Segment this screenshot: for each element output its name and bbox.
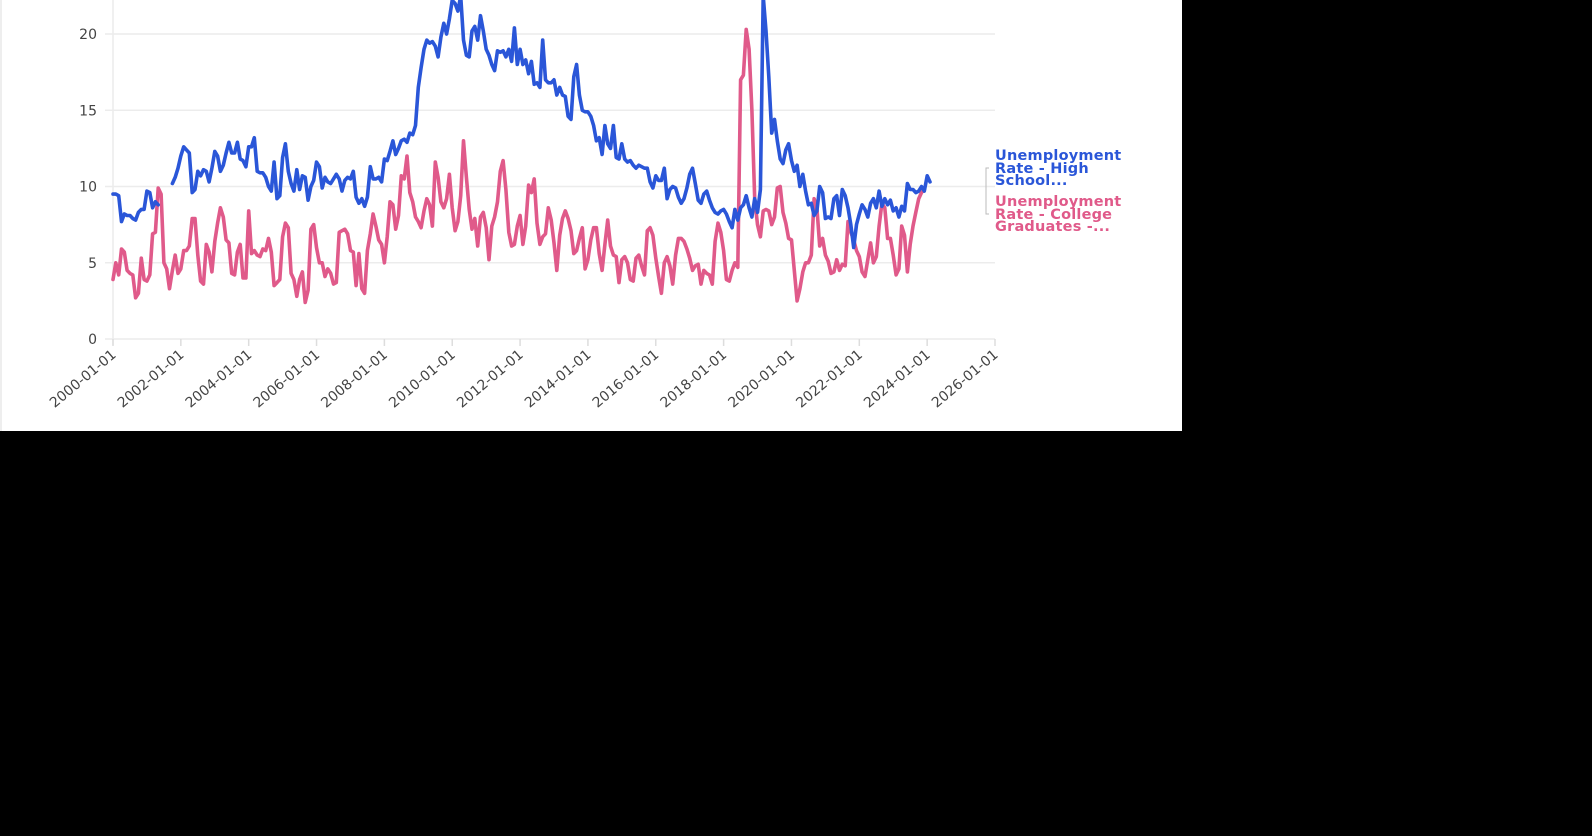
series-lines: [111, 0, 932, 305]
legend-line: Rate - College: [995, 206, 1113, 223]
series-line: [170, 0, 932, 250]
y-tick-label: 20: [79, 27, 97, 43]
legend-line: School...: [995, 173, 1068, 189]
x-tick-label: 2018-01-01: [658, 347, 731, 412]
series-line: [111, 27, 927, 305]
y-axis: 0 5 10 15 20: [79, 0, 114, 348]
y-tick-label: 5: [88, 256, 97, 272]
legend-label-high-school: Unemployment Rate - High School...: [995, 148, 1122, 189]
legend-line: Rate - High: [995, 160, 1089, 177]
x-tick-label: 2026-01-01: [929, 347, 1002, 412]
x-tick-label: 2006-01-01: [250, 347, 323, 412]
x-tick-label: 2010-01-01: [386, 347, 459, 412]
y-gridlines: [105, 33, 995, 340]
series-line: [111, 189, 160, 224]
legend-line: Graduates -...: [995, 219, 1111, 235]
y-tick-label: 0: [88, 332, 97, 348]
y-tick-label: 10: [79, 180, 97, 196]
x-tick-label: 2000-01-01: [47, 347, 120, 412]
x-tick-label: 2022-01-01: [793, 347, 866, 412]
x-tick-label: 2020-01-01: [725, 347, 798, 412]
x-tick-label: 2008-01-01: [318, 347, 391, 412]
x-tick-label: 2004-01-01: [183, 347, 256, 412]
x-tick-label: 2014-01-01: [522, 347, 595, 412]
x-axis: 2000-01-012002-01-012004-01-012006-01-01…: [47, 339, 1002, 411]
x-tick-label: 2012-01-01: [454, 347, 527, 412]
y-tick-label: 15: [79, 103, 97, 119]
legend-label-college: Unemployment Rate - College Graduates -.…: [995, 194, 1122, 235]
x-tick-label: 2016-01-01: [590, 347, 663, 412]
x-tick-label: 2002-01-01: [115, 347, 188, 412]
legend-line: Unemployment: [995, 194, 1122, 210]
legend-bracket: [985, 167, 989, 215]
x-tick-label: 2024-01-01: [861, 347, 934, 412]
chart-card: 0 5 10 15 20 2000-01-01 2002-01-01 2004-01-01 2…: [0, 0, 1182, 431]
legend-line: Unemployment: [995, 148, 1122, 164]
